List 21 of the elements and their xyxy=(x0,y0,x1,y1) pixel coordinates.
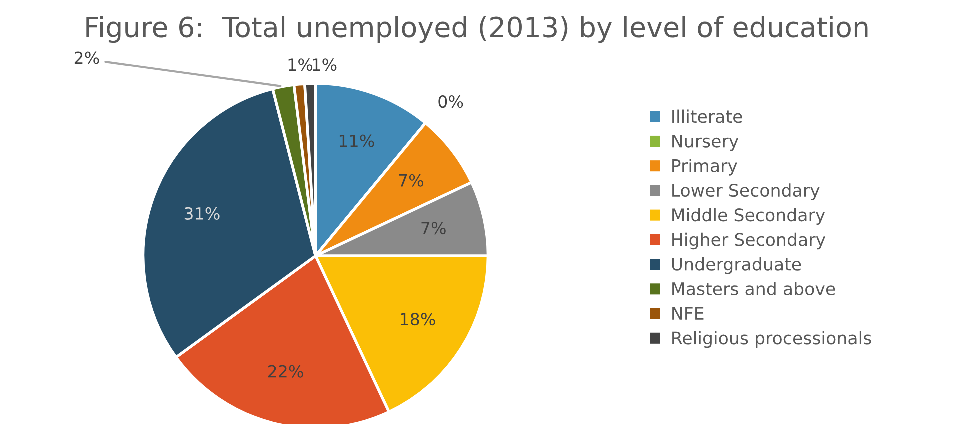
data-label: 7% xyxy=(422,222,446,235)
legend-label: Undergraduate xyxy=(672,257,802,274)
data-label: 1% xyxy=(288,58,313,72)
legend-label: NFE xyxy=(672,307,704,320)
legend-label: Primary xyxy=(672,159,738,176)
data-label: 31% xyxy=(184,207,220,220)
legend-label: Lower Secondary xyxy=(672,184,820,200)
text: 0% xyxy=(438,95,464,108)
legend-label: Higher Secondary xyxy=(672,232,826,250)
legend-label: Illiterate xyxy=(672,110,742,124)
data-label: 18% xyxy=(401,313,436,326)
legend-label: Religious processionals xyxy=(672,331,872,348)
legend-label: Masters and above xyxy=(672,282,836,296)
data-label: 11% xyxy=(340,134,374,148)
legend-label: Nursery xyxy=(672,134,739,152)
data-label: 1% xyxy=(313,58,337,72)
data-label: 22% xyxy=(268,365,304,378)
data-label: 2% xyxy=(74,52,100,64)
legend-label: Middle Secondary xyxy=(672,208,826,226)
data-label: 7% xyxy=(399,174,424,187)
chart-title: Figure 6: Total unemployed (2013) by level of education xyxy=(86,16,868,44)
